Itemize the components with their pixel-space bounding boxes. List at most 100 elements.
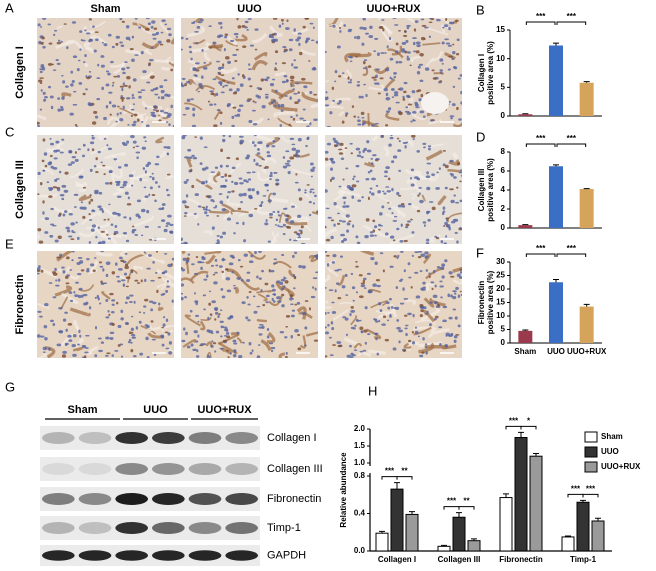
- nucleus: [131, 93, 134, 97]
- nucleus: [267, 240, 271, 243]
- nucleus: [344, 147, 348, 149]
- nucleus: [352, 177, 355, 181]
- nucleus: [379, 252, 384, 255]
- nucleus: [284, 50, 288, 52]
- fiber: [332, 309, 349, 321]
- nucleus: [375, 158, 380, 161]
- fiber: [359, 251, 375, 256]
- nucleus: [100, 282, 105, 285]
- nucleus: [384, 232, 389, 236]
- nucleus: [197, 334, 200, 338]
- fiber: [428, 234, 441, 243]
- nucleus: [59, 106, 64, 108]
- nucleus: [376, 284, 381, 288]
- nucleus: [91, 121, 97, 125]
- nucleus: [374, 225, 378, 229]
- nucleus: [233, 349, 237, 352]
- fiber: [95, 251, 113, 257]
- nucleus: [272, 78, 276, 81]
- nucleus: [41, 36, 45, 40]
- nucleus: [211, 226, 215, 230]
- nucleus: [340, 157, 345, 161]
- nucleus: [39, 181, 43, 186]
- nucleus: [439, 69, 443, 72]
- nucleus: [248, 291, 252, 293]
- nucleus: [70, 299, 74, 302]
- nucleus: [103, 43, 108, 47]
- nucleus: [378, 212, 383, 216]
- nucleus: [434, 300, 438, 305]
- nucleus: [420, 36, 426, 41]
- nucleus: [281, 253, 285, 257]
- nucleus: [406, 24, 411, 28]
- blot-band: [225, 463, 258, 475]
- fiber: [195, 178, 213, 190]
- nucleus: [239, 265, 244, 268]
- nucleus: [363, 329, 368, 333]
- nucleus: [113, 158, 118, 161]
- fiber: [70, 168, 85, 178]
- nucleus: [111, 299, 116, 302]
- nucleus: [362, 67, 368, 70]
- nucleus: [56, 343, 62, 347]
- nucleus: [159, 110, 164, 113]
- nucleus: [181, 77, 186, 80]
- nucleus: [233, 284, 236, 287]
- nucleus: [414, 251, 420, 254]
- nucleus: [444, 259, 448, 263]
- fiber: [52, 206, 72, 213]
- nucleus: [276, 296, 281, 300]
- nucleus: [167, 214, 172, 218]
- nucleus: [145, 18, 150, 20]
- nucleus: [445, 334, 448, 337]
- nucleus: [227, 60, 231, 65]
- y-tick-label: 2: [501, 204, 506, 213]
- nucleus: [447, 334, 453, 337]
- nucleus: [111, 104, 117, 108]
- fiber: [221, 267, 227, 280]
- nucleus: [226, 217, 231, 221]
- nucleus: [123, 216, 127, 219]
- nucleus: [304, 326, 308, 330]
- nucleus: [224, 179, 228, 182]
- nucleus: [375, 320, 379, 323]
- nucleus: [350, 152, 354, 155]
- nucleus: [121, 279, 126, 282]
- nucleus: [297, 91, 301, 94]
- nucleus: [85, 301, 89, 305]
- nucleus: [338, 185, 342, 188]
- nucleus: [69, 269, 73, 271]
- nucleus: [44, 231, 49, 234]
- nucleus: [151, 172, 154, 175]
- nucleus: [101, 240, 106, 244]
- nucleus: [136, 118, 140, 122]
- fiber: [236, 336, 243, 344]
- fiber: [420, 308, 441, 322]
- nucleus: [81, 345, 86, 347]
- nucleus: [66, 256, 70, 260]
- nucleus: [153, 353, 157, 356]
- fiber: [350, 51, 372, 58]
- nucleus: [207, 100, 211, 103]
- nucleus: [80, 201, 84, 204]
- bar: [579, 82, 594, 116]
- nucleus: [211, 340, 214, 343]
- nucleus: [170, 68, 174, 72]
- nucleus: [236, 18, 239, 21]
- fiber: [225, 39, 238, 47]
- nucleus: [418, 251, 423, 253]
- nucleus: [95, 157, 98, 161]
- bar: [549, 45, 563, 117]
- sig-bracket: [556, 21, 587, 25]
- nucleus: [460, 90, 462, 95]
- nucleus: [154, 105, 157, 109]
- nucleus: [166, 39, 171, 43]
- nucleus: [135, 145, 140, 148]
- nucleus: [272, 140, 277, 143]
- nucleus: [325, 331, 329, 335]
- bar: [549, 166, 563, 228]
- nucleus: [208, 290, 212, 293]
- nucleus: [46, 181, 50, 184]
- nucleus: [224, 33, 229, 36]
- fiber: [391, 206, 407, 218]
